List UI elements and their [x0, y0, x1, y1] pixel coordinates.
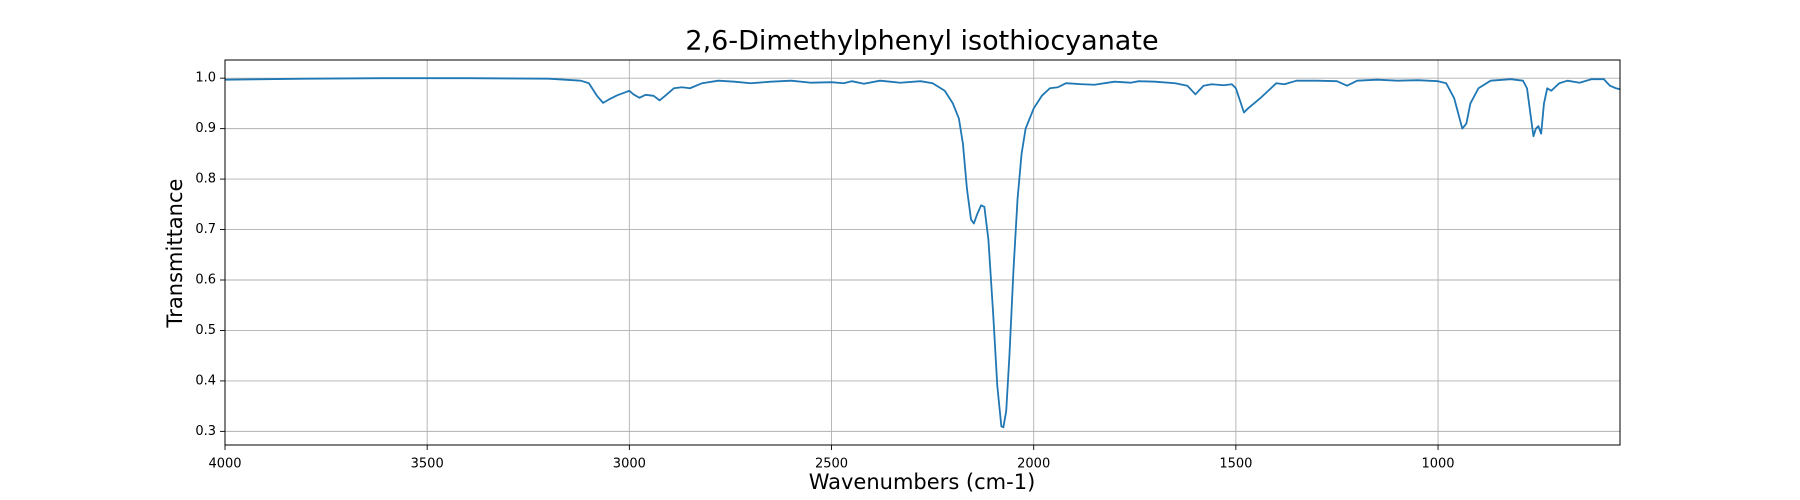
grid: [224, 60, 1620, 445]
y-tick-label: 0.8: [195, 172, 216, 187]
x-tick-label: 1000: [1421, 457, 1454, 472]
y-tick-label: 0.4: [195, 373, 216, 388]
y-tick-label: 1.0: [195, 71, 216, 86]
axes-frame: [224, 59, 1621, 446]
x-tick-label: 4000: [208, 457, 241, 472]
y-tick-label: 0.9: [195, 121, 216, 136]
y-tick-label: 0.6: [195, 273, 216, 288]
spectrum-line: [224, 77, 1621, 429]
x-tick-label: 2000: [1017, 457, 1050, 472]
ticks: 4000 3500 3000 2500 2000 1500 1000 0.3 0.4 0.5 0.6…: [195, 71, 1454, 472]
x-axis-label: Wavenumbers (cm-1): [809, 470, 1036, 494]
plot-area: [224, 77, 1621, 429]
x-tick-label: 3000: [613, 457, 646, 472]
y-tick-label: 0.5: [195, 323, 216, 338]
x-tick-label: 2500: [815, 457, 848, 472]
y-tick-label: 0.7: [195, 222, 216, 237]
y-axis-label: Transmittance: [163, 179, 187, 329]
x-tick-label: 3500: [411, 457, 444, 472]
y-tick-label: 0.3: [195, 424, 216, 439]
x-tick-label: 1500: [1219, 457, 1252, 472]
chart-title: 2,6-Dimethylphenyl isothiocyanate: [685, 26, 1158, 57]
